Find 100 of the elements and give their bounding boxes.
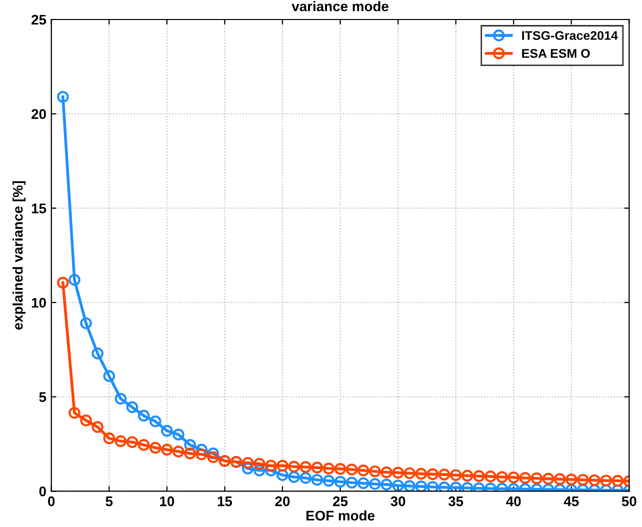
point <box>80 317 92 330</box>
y-tick-label: 5 <box>39 392 46 402</box>
point <box>473 470 485 482</box>
x-tick-label: 5 <box>106 496 113 506</box>
point <box>149 442 162 454</box>
x-tick-label: 25 <box>333 496 348 506</box>
point <box>600 474 612 487</box>
x-tick-label: 45 <box>564 496 579 506</box>
point <box>68 406 80 419</box>
point <box>508 471 520 484</box>
point <box>369 465 381 478</box>
point <box>161 444 173 456</box>
x-tick-label: 40 <box>506 496 521 506</box>
point <box>103 432 116 444</box>
point <box>57 90 69 103</box>
point <box>288 471 300 483</box>
point <box>588 474 600 486</box>
point <box>114 392 127 405</box>
point <box>311 462 324 474</box>
point <box>68 274 80 286</box>
x-tick-label: 35 <box>448 496 464 506</box>
point <box>242 456 254 469</box>
point <box>334 462 346 475</box>
point <box>322 474 335 487</box>
point <box>404 467 416 480</box>
point <box>346 464 358 476</box>
y-tick-label: 0 <box>39 486 46 496</box>
point <box>438 468 450 480</box>
point <box>577 474 589 486</box>
point <box>103 370 116 382</box>
point <box>404 480 416 492</box>
point <box>265 460 277 472</box>
point <box>149 415 162 428</box>
x-axis-title: EOF mode <box>306 510 375 521</box>
legend-label: ITSG-Grace2014 <box>522 31 618 40</box>
point <box>322 462 335 474</box>
y-axis-title: explained variance [%] <box>12 181 26 330</box>
point <box>311 474 324 486</box>
point <box>184 448 196 460</box>
point <box>276 469 288 482</box>
x-tick-label: 10 <box>160 496 174 506</box>
point <box>426 468 439 480</box>
point <box>565 474 578 486</box>
y-tick-label: 20 <box>32 109 46 119</box>
x-tick-label: 30 <box>390 496 406 506</box>
point <box>392 466 404 479</box>
point <box>612 474 624 487</box>
x-tick-label: 0 <box>48 496 55 506</box>
point <box>80 414 92 426</box>
point <box>519 472 532 484</box>
point <box>380 478 392 490</box>
point <box>172 428 184 440</box>
point <box>346 476 358 489</box>
point <box>196 448 208 460</box>
point <box>334 476 346 488</box>
point <box>380 466 392 478</box>
y-tick-label: 25 <box>32 14 46 25</box>
point <box>392 480 404 492</box>
point <box>450 469 462 482</box>
point <box>369 478 381 490</box>
point <box>253 464 266 476</box>
legend-label: ESA ESM O <box>522 48 590 58</box>
point <box>484 470 496 482</box>
point <box>415 480 428 492</box>
point <box>357 464 370 476</box>
x-tick-label: 15 <box>218 496 232 506</box>
point <box>126 401 138 414</box>
point <box>300 461 312 473</box>
point <box>288 460 300 473</box>
point <box>57 276 69 289</box>
point <box>357 477 370 490</box>
point <box>530 472 543 484</box>
point <box>438 481 450 492</box>
point <box>253 458 266 470</box>
x-tick-label: 50 <box>622 496 636 506</box>
point <box>172 446 184 458</box>
point <box>276 460 288 472</box>
point <box>138 410 150 422</box>
point <box>126 436 138 448</box>
point <box>161 424 173 437</box>
point <box>461 482 474 492</box>
point <box>114 435 127 448</box>
point <box>92 421 104 433</box>
point <box>473 482 485 492</box>
point <box>300 472 312 484</box>
point <box>542 472 554 485</box>
point <box>496 471 508 483</box>
point <box>426 481 439 492</box>
x-tick-label: 20 <box>275 496 290 506</box>
point <box>207 451 220 464</box>
point <box>554 473 566 485</box>
point <box>415 468 428 480</box>
point <box>138 439 150 451</box>
y-tick-label: 10 <box>32 298 46 308</box>
point <box>450 482 462 492</box>
y-tick-label: 15 <box>32 204 46 214</box>
point <box>484 482 496 492</box>
chart-title: variance mode <box>292 1 388 12</box>
point <box>461 470 474 482</box>
point <box>92 348 104 360</box>
